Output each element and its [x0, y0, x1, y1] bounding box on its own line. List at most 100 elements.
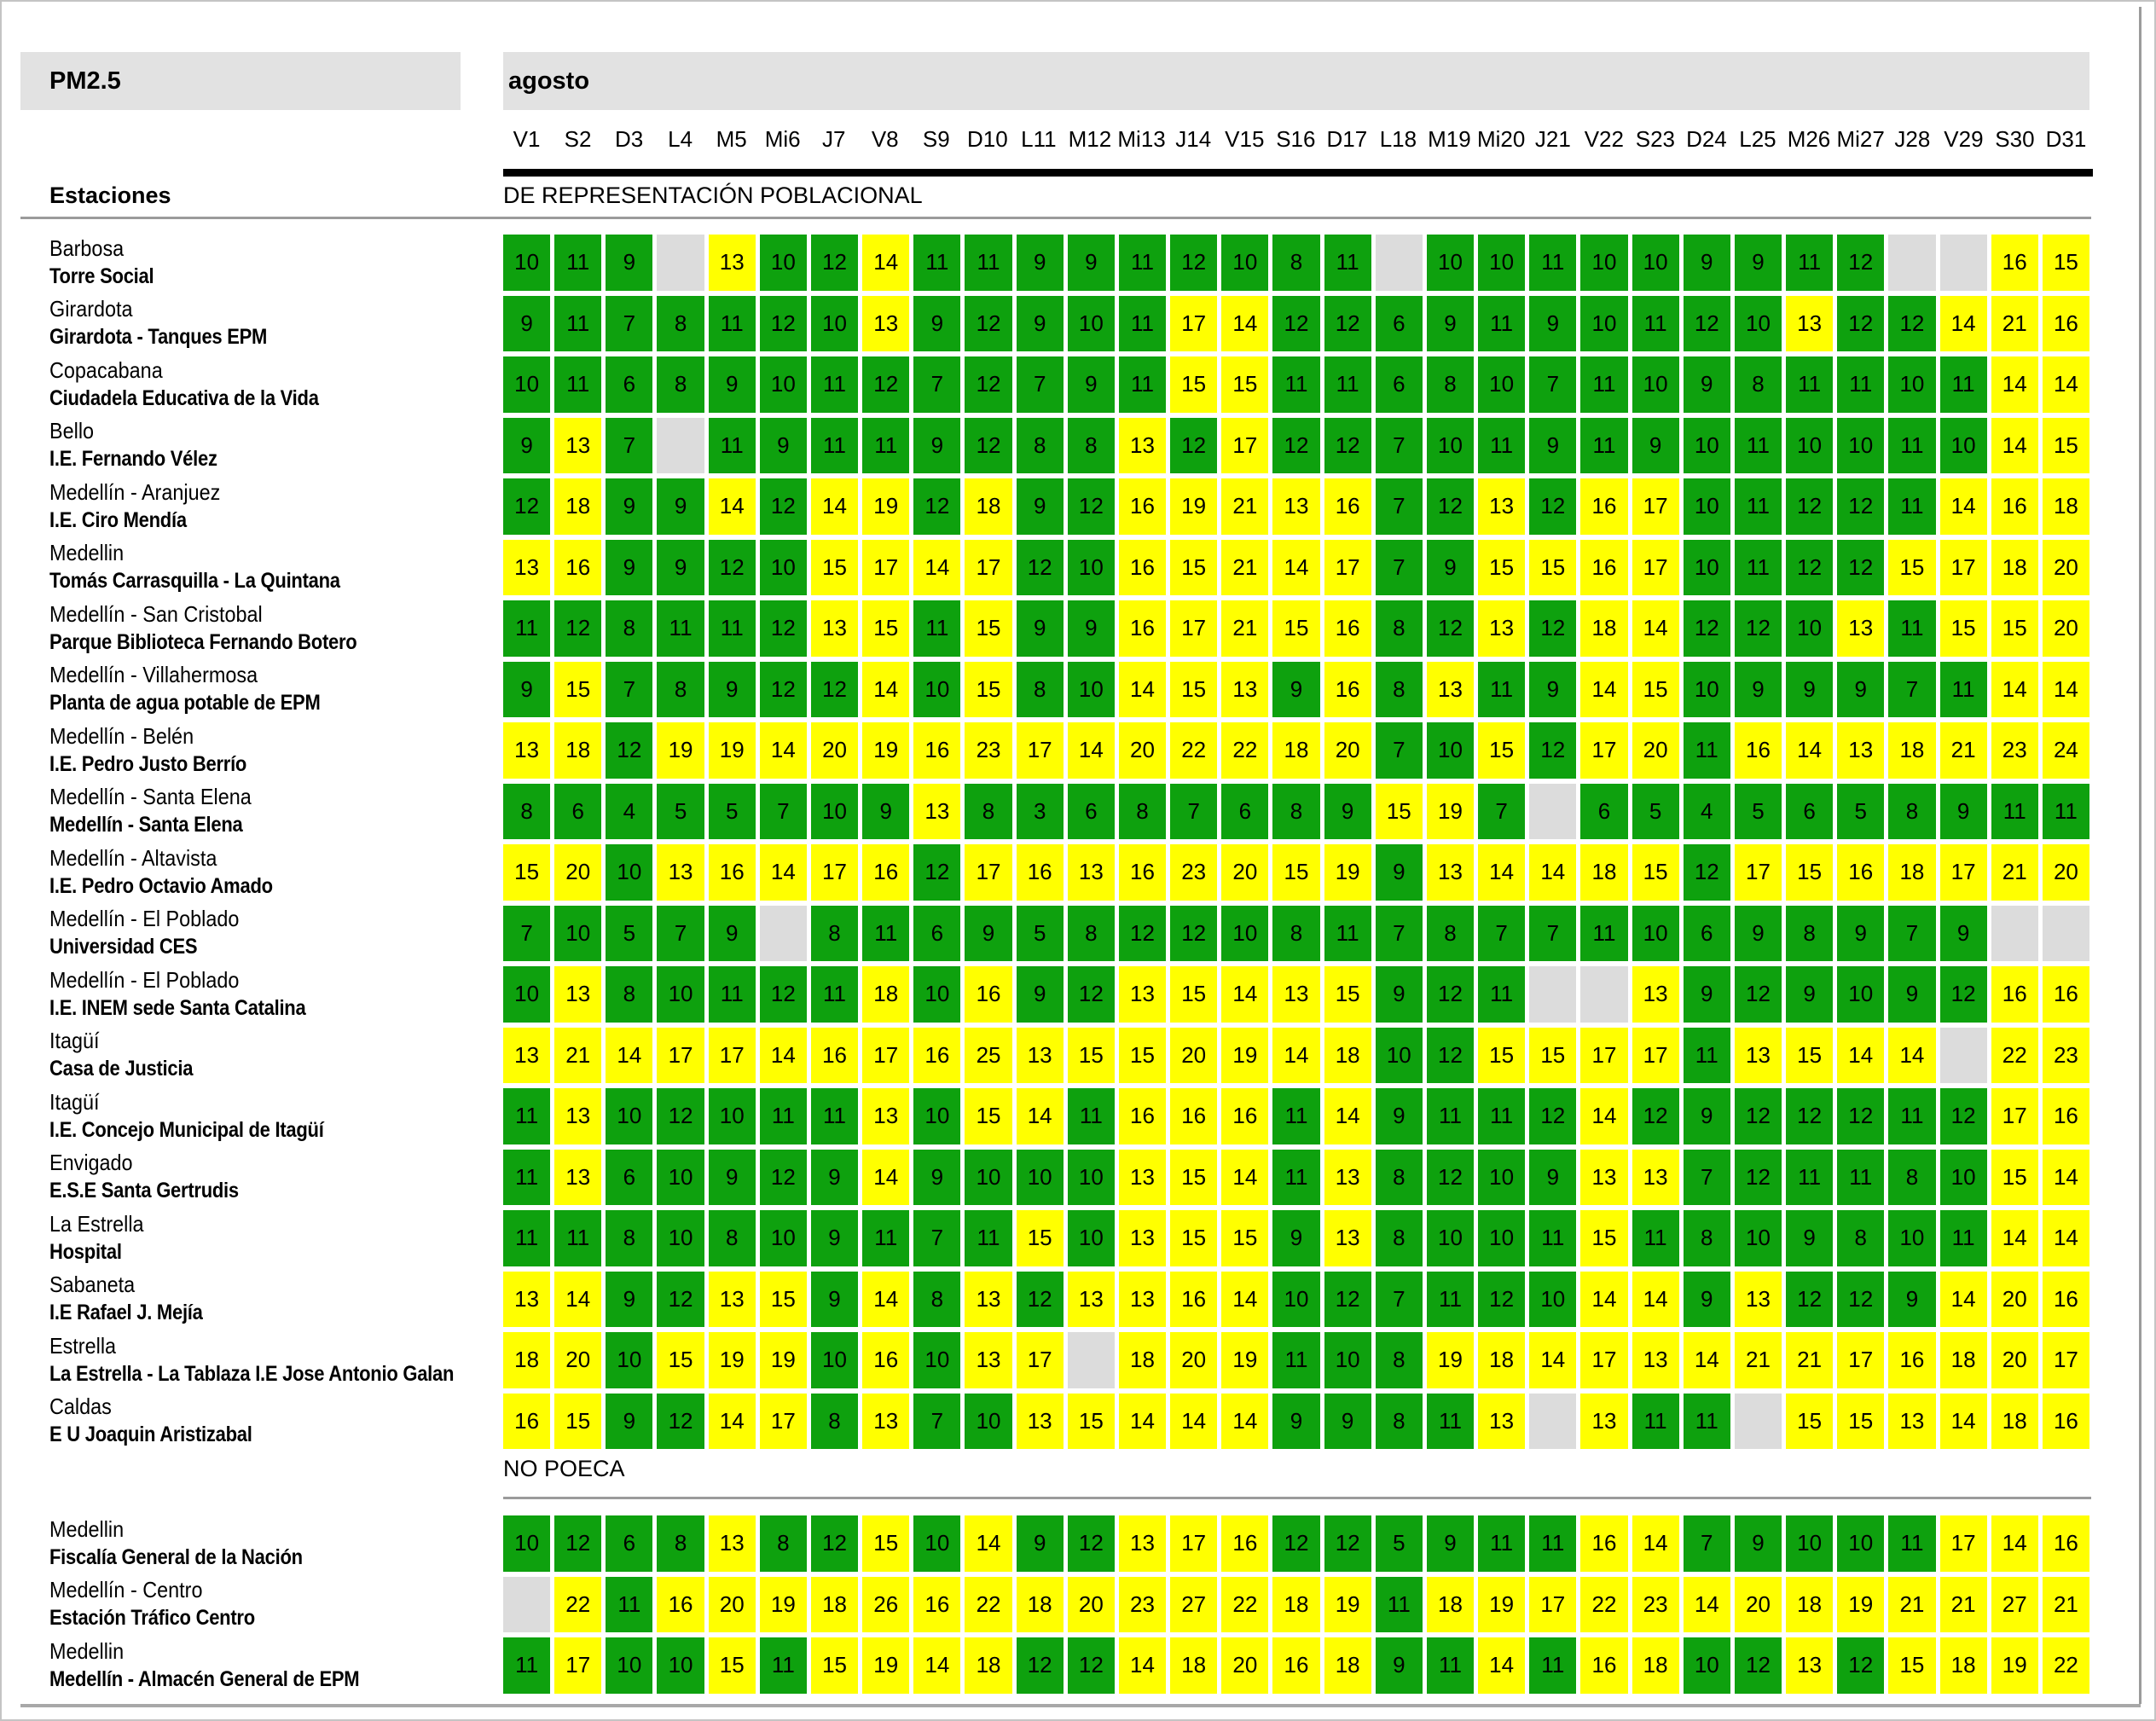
day-value-cell: 14	[913, 539, 961, 595]
day-value-cell: 9	[1734, 661, 1782, 717]
day-value-cell: 14	[1991, 356, 2038, 413]
day-value-cell: 9	[708, 661, 756, 717]
day-value-cell: 15	[1478, 722, 1526, 779]
day-value-cell: 13	[503, 1027, 551, 1083]
day-value-cell: 4	[1683, 783, 1730, 839]
day-value-cell: 9	[1837, 661, 1885, 717]
day-value-cell: 8	[1016, 417, 1064, 473]
day-value-cell: 7	[1375, 539, 1423, 595]
day-value-cell: 15	[1580, 1210, 1628, 1266]
missing-data-cell	[503, 1576, 551, 1632]
day-column-header: L25	[1739, 126, 1776, 152]
day-value-cell: 9	[606, 1393, 653, 1449]
day-value-cell: 15	[1170, 966, 1218, 1023]
day-value-cell: 15	[1016, 1210, 1064, 1266]
day-value-cell: 8	[965, 783, 1012, 839]
day-value-cell: 16	[862, 1332, 910, 1388]
day-value-cell: 19	[1221, 1332, 1269, 1388]
station-name: I.E Rafael J. Mejía	[49, 1301, 203, 1325]
day-value-cell: 19	[708, 722, 756, 779]
day-value-cell: 15	[1991, 1149, 2038, 1205]
station-name: Universidad CES	[49, 935, 198, 959]
day-value-cell: 13	[1631, 1332, 1679, 1388]
day-value-cell: 9	[503, 661, 551, 717]
day-value-cell: 14	[1631, 1515, 1679, 1572]
day-value-cell: 17	[554, 1637, 602, 1694]
day-value-cell: 22	[2042, 1637, 2089, 1694]
station-name: Tomás Carrasquilla - La Quintana	[49, 569, 340, 594]
station-municipality: Medellin	[49, 1515, 125, 1542]
day-value-cell: 12	[1939, 966, 1987, 1023]
day-value-cell: 6	[1375, 356, 1423, 413]
day-value-cell: 13	[708, 1271, 756, 1327]
day-value-cell: 7	[1683, 1515, 1730, 1572]
section-2-label: NO POECA	[503, 1456, 625, 1481]
day-value-cell: 10	[1631, 356, 1679, 413]
day-value-cell: 16	[1991, 235, 2038, 291]
day-value-cell: 16	[913, 722, 961, 779]
day-value-cell: 11	[1734, 417, 1782, 473]
day-value-cell: 17	[1939, 539, 1987, 595]
day-value-cell: 17	[862, 1027, 910, 1083]
day-value-cell: 13	[1426, 844, 1475, 901]
day-value-cell: 11	[708, 417, 756, 473]
day-value-cell: 18	[1991, 1393, 2038, 1449]
day-value-cell: 11	[862, 417, 910, 473]
day-value-cell: 13	[1734, 1271, 1782, 1327]
daily-value-cells: 11 13 6 10 9 12 9 14 9 10 10 10 13 15 14 11 13 8 12 10 9 13 13…	[503, 1147, 2089, 1208]
day-value-cell: 12	[1529, 1088, 1577, 1144]
daily-value-cells: 12 18 9 9 14 12 14 19 12 18 9 12 16 19 21 13 16 7 12 13 12 16…	[503, 476, 2089, 537]
station-label-block: Medellin Medellín - Almacén General de EP…	[21, 1635, 503, 1696]
day-value-cell: 23	[2042, 1027, 2089, 1083]
day-value-cell: 16	[1324, 600, 1371, 657]
day-value-cell: 8	[1272, 235, 1320, 291]
day-value-cell: 16	[1272, 1637, 1320, 1694]
day-value-cell: 10	[965, 1393, 1012, 1449]
day-value-cell: 9	[503, 295, 551, 351]
day-value-cell: 12	[759, 478, 807, 535]
day-value-cell: 12	[759, 1149, 807, 1205]
day-value-cell: 10	[1580, 295, 1628, 351]
day-value-cell: 22	[1221, 722, 1269, 779]
day-value-cell: 9	[1837, 905, 1885, 961]
station-name: Torre Social	[49, 264, 154, 288]
day-value-cell: 11	[1272, 1332, 1320, 1388]
station-row: Girardota Girardota - Tanques EPM 9 11 7 8 11 1…	[21, 293, 2089, 355]
station-municipality: Itagüí	[49, 1088, 100, 1115]
day-value-cell: 14	[759, 722, 807, 779]
day-value-cell: 7	[606, 417, 653, 473]
day-value-cell: 5	[1375, 1515, 1423, 1572]
daily-value-cells: 7 10 5 7 9 8 11 6 9 5 8 12 12 10 8 11 7 8 7 7 11 10 6 9 8 9 7 9	[503, 903, 2089, 965]
station-label-block: Medellín - El Poblado I.E. INEM sede Sant…	[21, 964, 503, 1025]
day-value-cell: 15	[2042, 235, 2089, 291]
day-value-cell: 22	[554, 1576, 602, 1632]
day-value-cell: 12	[1016, 1271, 1064, 1327]
month-label: agosto	[508, 67, 590, 95]
day-value-cell: 10	[1067, 539, 1115, 595]
day-value-cell: 14	[1991, 1515, 2038, 1572]
day-value-cell: 14	[1221, 966, 1269, 1023]
day-value-cell: 9	[1786, 1210, 1834, 1266]
day-value-cell: 15	[1837, 1393, 1885, 1449]
day-value-cell: 19	[708, 1332, 756, 1388]
day-value-cell: 8	[913, 1271, 961, 1327]
day-value-cell: 9	[1529, 1149, 1577, 1205]
day-value-cell: 17	[1580, 722, 1628, 779]
day-value-cell: 10	[965, 1149, 1012, 1205]
day-value-cell: 15	[708, 1637, 756, 1694]
day-value-cell: 10	[1734, 295, 1782, 351]
day-value-cell: 15	[1939, 600, 1987, 657]
day-value-cell: 6	[606, 1149, 653, 1205]
day-value-cell: 4	[606, 783, 653, 839]
day-value-cell: 13	[1118, 966, 1167, 1023]
day-value-cell: 11	[1478, 417, 1526, 473]
daily-value-cells: 11 17 10 10 15 11 15 19 14 18 12 12 14 18 20 16 18 9 11 14 1…	[503, 1635, 2089, 1696]
day-value-cell: 10	[503, 1515, 551, 1572]
day-value-cell: 20	[708, 1576, 756, 1632]
day-value-cell: 17	[1991, 1088, 2038, 1144]
day-value-cell: 10	[1426, 722, 1475, 779]
day-value-cell: 10	[1734, 1210, 1782, 1266]
day-value-cell: 20	[1324, 722, 1371, 779]
day-value-cell: 10	[913, 1515, 961, 1572]
